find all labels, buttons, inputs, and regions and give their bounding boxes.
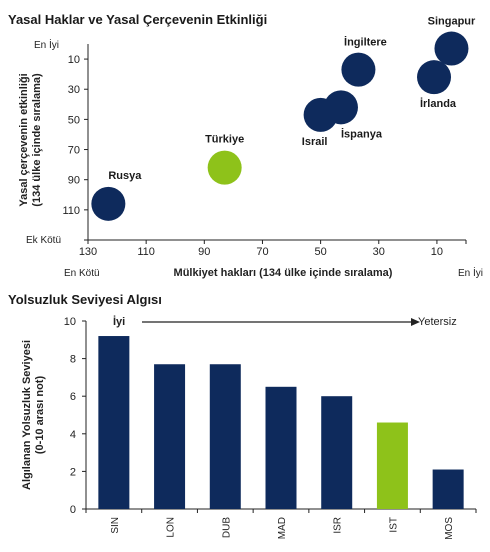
scatter-chart-title: Yasal Haklar ve Yasal Çerçevenin Etkinli… (8, 12, 268, 27)
scatter-point (303, 97, 338, 132)
scatter-point (434, 31, 469, 66)
bar-category-label: DUB (221, 517, 232, 538)
scatter-y-worst-label: Ek Kötü (26, 235, 61, 246)
scatter-x-tick-label: 70 (256, 246, 268, 258)
arrow-left-label: İyi (113, 315, 125, 328)
bar-y-tick-label: 2 (70, 466, 76, 478)
scatter-point-label: Türkiye (205, 134, 244, 146)
bar-category-label: MOS (444, 517, 455, 540)
arrow-right-label: Yetersiz (418, 316, 457, 328)
bar-y-axis-title: Algılanan Yolsuzluk Seviyesi(0-10 arası … (21, 340, 46, 490)
scatter-x-axis-title: Mülkiyet hakları (134 ülke içinde sırala… (174, 267, 393, 279)
scatter-point-label: İspanya (341, 127, 383, 140)
bar-category-label: SIN (110, 517, 121, 534)
scatter-point-label: İrlanda (420, 97, 457, 110)
bar (432, 469, 464, 509)
scatter-y-tick-label: 110 (62, 205, 80, 217)
scatter-point-label: İngiltere (344, 36, 387, 49)
scatter-x-tick-label: 90 (198, 246, 210, 258)
bar (154, 364, 186, 509)
bar (98, 336, 130, 509)
scatter-y-tick-label: 70 (68, 145, 80, 157)
bar-y-tick-label: 10 (64, 316, 76, 328)
scatter-x-tick-label: 10 (431, 246, 443, 258)
scatter-y-best-label: En İyi (34, 38, 59, 51)
bar (209, 364, 241, 509)
scatter-point-label: Rusya (108, 170, 142, 182)
bar-category-label: ISR (333, 517, 344, 534)
bar-category-label: LON (166, 517, 177, 538)
scatter-point (91, 186, 126, 221)
scatter-point-label: Singapur (428, 16, 476, 28)
scatter-y-tick-label: 30 (68, 84, 80, 96)
scatter-y-tick-label: 10 (68, 54, 80, 66)
direction-arrow-head (411, 318, 420, 326)
scatter-x-tick-label: 130 (79, 246, 97, 258)
scatter-x-worst-label: En Kötü (64, 268, 100, 279)
scatter-x-tick-label: 30 (373, 246, 385, 258)
bar-chart: 0 2 4 6 8 10 SIN LON DUB MAD ISR IST MOS Algılanan Yo… (21, 315, 477, 540)
bar-y-tick-label: 6 (70, 391, 76, 403)
bar (321, 396, 353, 509)
bar-y-tick-label: 0 (70, 504, 76, 516)
scatter-point (417, 60, 452, 95)
scatter-y-axis-title: Yasal çerçevenin etkinliği(134 ülke için… (18, 73, 43, 207)
scatter-chart: 130 110 90 70 50 30 10 10 30 50 70 90 110 En İyi Ek Kö… (18, 16, 483, 279)
bar-category-label: IST (388, 517, 399, 533)
scatter-x-tick-label: 50 (314, 246, 326, 258)
scatter-point (341, 52, 376, 87)
bar (265, 386, 297, 509)
scatter-x-tick-label: 110 (137, 246, 155, 258)
scatter-y-tick-label: 50 (68, 114, 80, 126)
bar-chart-title: Yolsuzluk Seviyesi Algısı (8, 292, 162, 307)
bar-category-label: MAD (277, 517, 288, 539)
bar-y-tick-label: 8 (70, 354, 76, 366)
scatter-x-best-label: En İyi (458, 266, 483, 279)
bar (376, 422, 408, 509)
scatter-point-label: Israil (302, 136, 328, 148)
bar-y-tick-label: 4 (70, 429, 76, 441)
scatter-point (207, 150, 242, 185)
scatter-y-tick-label: 90 (68, 175, 80, 187)
